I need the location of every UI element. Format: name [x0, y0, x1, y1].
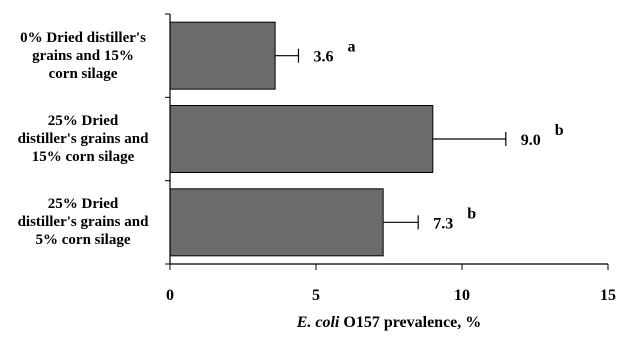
- x-tick-label: 0: [166, 287, 174, 304]
- value-label-0: 3.6: [313, 49, 333, 66]
- bar-2: [169, 188, 384, 257]
- bar-1: [169, 105, 434, 173]
- category-label-line: grains and 15%: [32, 47, 134, 64]
- category-label-line: 25% Dried: [47, 113, 119, 129]
- category-label-line: distiller's grains and: [17, 214, 149, 231]
- bar-group: [169, 21, 434, 257]
- category-label-line: 25% Dried: [47, 196, 119, 213]
- x-tick-label: 5: [312, 287, 320, 304]
- error-bar-group: [275, 48, 507, 230]
- data-label-group: 3.6 a 9.0 b 7.3 b: [313, 39, 563, 233]
- x-tick-label: 15: [600, 287, 616, 304]
- significance-letter-1: b: [555, 122, 564, 139]
- bar-0: [169, 21, 276, 90]
- value-label-2: 7.3: [433, 215, 453, 232]
- category-label-0: 0% Dried distiller's grains and 15% corn s…: [2, 29, 164, 83]
- category-label-2: 25% Dried distiller's grains and 5% corn s…: [2, 195, 164, 249]
- category-label-line: 0% Dried distiller's: [20, 29, 146, 46]
- category-label-line: distiller's grains and: [17, 131, 149, 147]
- axes-group: 0 5 10 15: [165, 13, 616, 304]
- x-tick-label: 10: [454, 287, 470, 304]
- category-label-line: 15% corn silage: [31, 149, 135, 165]
- category-label-1: 25% Dried distiller's grains and 15% corn …: [2, 112, 164, 166]
- x-axis-label-rest: O157 prevalence, %: [339, 314, 482, 331]
- x-axis-label-italic: E. coli: [296, 314, 340, 331]
- category-label-line: 5% corn silage: [35, 232, 131, 249]
- value-label-1: 9.0: [521, 132, 541, 149]
- category-label-line: corn silage: [48, 65, 118, 82]
- significance-letter-2: b: [467, 205, 476, 222]
- x-axis-label: E. coli O157 prevalence, %: [170, 314, 608, 332]
- significance-letter-0: a: [347, 39, 355, 56]
